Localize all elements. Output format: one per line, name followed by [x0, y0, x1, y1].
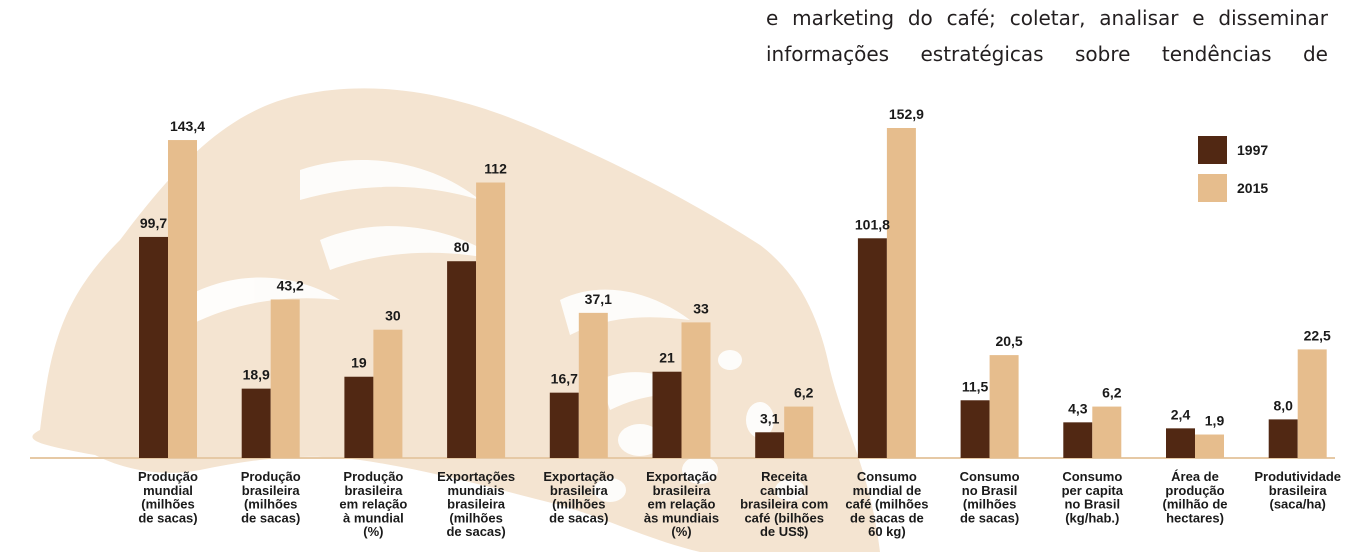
- category-label-10: Área de produção (milhão de hectares): [1162, 469, 1227, 525]
- value-label-2015-1: 43,2: [277, 277, 304, 293]
- value-label-1997-0: 99,7: [140, 215, 167, 231]
- bar-1997-3: [447, 261, 477, 458]
- bean-spot-1: [618, 424, 662, 456]
- bar-1997-0: [139, 236, 168, 458]
- value-label-1997-7: 101,8: [855, 216, 890, 232]
- legend-swatch-2015: [1198, 174, 1227, 202]
- category-label-5: Exportação brasileira em relação às mundiai…: [644, 469, 719, 539]
- value-label-2015-5: 33: [693, 300, 709, 316]
- legend-entry-2015: 2015: [1198, 174, 1268, 202]
- category-label-9: Consumo per capita no Brasil (kg/hab.): [1062, 469, 1124, 525]
- value-label-2015-8: 20,5: [995, 333, 1022, 349]
- category-label-8: Consumo no Brasil (milhões de sacas): [960, 469, 1020, 525]
- value-label-2015-7: 152,9: [889, 106, 924, 122]
- category-label-6: Receita cambial brasileira com café (bilhõe…: [740, 469, 828, 539]
- value-label-2015-3: 112: [484, 161, 507, 177]
- category-label-2: Produção brasileira em relação à mundial (%): [339, 469, 407, 539]
- value-label-1997-6: 3,1: [760, 410, 780, 426]
- category-label-11: Produtividade brasileira (saca/ha): [1254, 469, 1341, 512]
- bean-spot-4: [746, 402, 774, 438]
- bar-1997-11: [1268, 419, 1298, 458]
- bean-ridge-1: [300, 160, 480, 200]
- bar-2015-10: [1195, 434, 1224, 458]
- bar-1997-2: [344, 376, 374, 458]
- category-label-3: Exportações mundiais brasileira (milhões de …: [437, 469, 515, 539]
- bar-2015-0: [168, 140, 197, 458]
- category-label-7: Consumo mundial de café (milhões de sacas d…: [845, 469, 928, 539]
- bar-2015-9: [1092, 406, 1122, 458]
- value-label-2015-9: 6,2: [1102, 385, 1122, 401]
- bean-spot-6: [775, 479, 805, 501]
- category-label-4: Exportação brasileira (milhões de sacas): [543, 469, 614, 525]
- value-labels-layer: 99,7 143,4 18,9 43,2 19 30 80 112 16,7 37,1 21 33 3,…: [140, 106, 1331, 429]
- value-label-2015-6: 6,2: [794, 385, 814, 401]
- bar-2015-1: [270, 299, 300, 458]
- bean-spot-2: [682, 456, 718, 484]
- bar-2015-4: [578, 312, 608, 458]
- value-label-1997-10: 2,4: [1171, 406, 1191, 422]
- bars-layer: [139, 128, 1327, 458]
- bar-2015-5: [681, 322, 711, 458]
- value-label-2015-0: 143,4: [170, 118, 205, 134]
- value-label-2015-11: 22,5: [1304, 327, 1331, 343]
- value-label-1997-8: 11,5: [962, 378, 989, 394]
- intro-line-2: informações estratégicas sobre tendência…: [766, 42, 1328, 66]
- value-label-2015-2: 30: [385, 308, 401, 324]
- bar-1997-10: [1166, 428, 1195, 458]
- bean-ridge-2: [320, 226, 500, 270]
- legend-entry-1997: 1997: [1198, 136, 1268, 164]
- bar-2015-11: [1297, 349, 1327, 458]
- legend-swatch-1997: [1198, 136, 1227, 164]
- bar-1997-5: [652, 371, 682, 458]
- value-label-2015-4: 37,1: [585, 291, 612, 307]
- bar-1997-7: [857, 238, 887, 458]
- bar-1997-6: [755, 432, 785, 458]
- intro-line-1: e marketing do café; coletar, analisar e…: [766, 6, 1328, 30]
- value-label-2015-10: 1,9: [1205, 413, 1225, 429]
- value-label-1997-2: 19: [351, 355, 367, 371]
- bar-1997-4: [549, 392, 579, 458]
- bar-2015-8: [989, 355, 1019, 458]
- intro-paragraph: e marketing do café; coletar, analisar e…: [766, 0, 1328, 72]
- bean-spot-5: [718, 350, 742, 370]
- value-label-1997-9: 4,3: [1068, 400, 1088, 416]
- bar-1997-9: [1063, 422, 1093, 458]
- value-label-1997-5: 21: [659, 350, 675, 366]
- category-label-0: Produção mundial (milhões de sacas): [138, 469, 198, 525]
- value-label-1997-11: 8,0: [1273, 397, 1293, 413]
- category-label-1: Produção brasileira (milhões de sacas): [241, 469, 301, 525]
- bar-2015-2: [373, 329, 403, 458]
- bar-2015-6: [784, 406, 814, 458]
- bar-2015-3: [476, 182, 506, 458]
- legend-label-2015: 2015: [1237, 180, 1269, 196]
- value-label-1997-3: 80: [454, 239, 470, 255]
- bar-2015-7: [886, 128, 916, 458]
- value-label-1997-4: 16,7: [551, 371, 578, 387]
- bar-1997-8: [960, 400, 990, 458]
- bean-spot-3: [594, 478, 626, 502]
- bean-ridge-3: [180, 277, 340, 325]
- bar-1997-1: [241, 388, 271, 458]
- value-label-1997-1: 18,9: [243, 367, 270, 383]
- category-labels-layer: Produção mundial (milhões de sacas) Produção…: [138, 469, 1341, 539]
- legend-label-1997: 1997: [1237, 142, 1269, 158]
